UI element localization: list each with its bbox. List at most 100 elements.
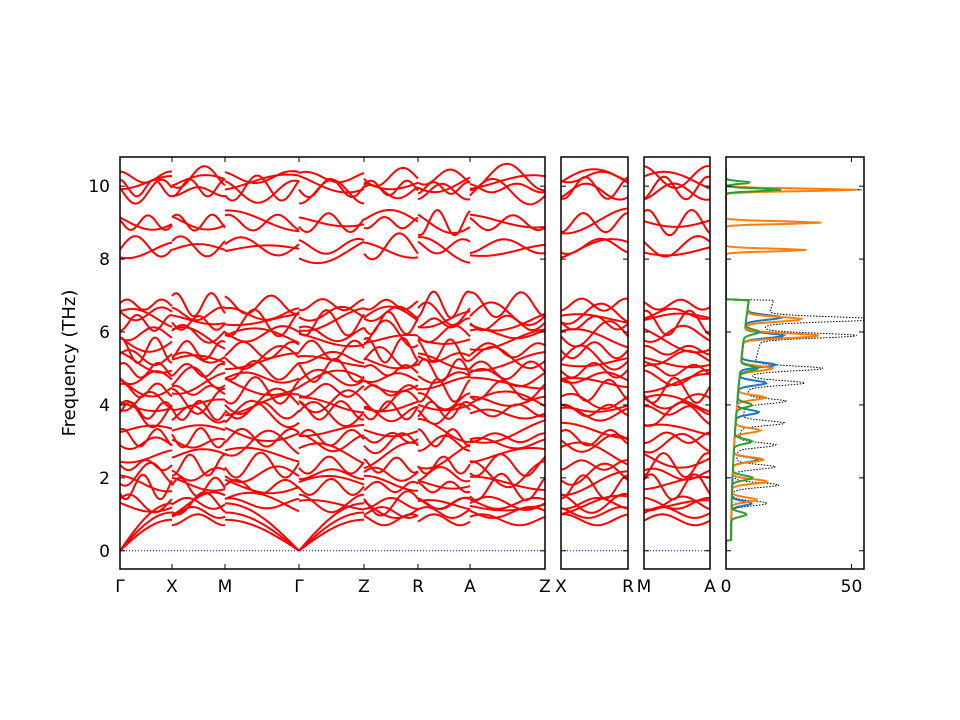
band-line: [469, 513, 545, 527]
band-line: [644, 476, 710, 491]
band-line: [363, 456, 419, 474]
band-line: [120, 382, 173, 399]
band-line: [224, 426, 300, 443]
band-line: [363, 364, 419, 377]
band-line: [224, 294, 300, 315]
band-line: [224, 465, 300, 484]
band-line: [120, 401, 173, 412]
y-tick-label: 6: [99, 323, 110, 343]
band-line: [171, 314, 226, 331]
band-line: [224, 377, 300, 397]
band-line: [644, 376, 710, 404]
band-line: [224, 446, 300, 463]
band-line: [644, 298, 710, 311]
band-line: [363, 428, 419, 438]
x-tick-label: X: [555, 577, 567, 597]
band-line: [561, 357, 628, 368]
band-line: [298, 429, 365, 447]
band-line: [644, 404, 710, 416]
x-tick-label: 50: [841, 577, 863, 597]
band-line: [171, 339, 226, 361]
band-line: [469, 328, 545, 351]
band-line: [120, 361, 173, 379]
band-line: [363, 298, 419, 311]
band-line: [171, 215, 226, 231]
band-line: [224, 325, 300, 343]
band-line: [120, 518, 172, 552]
band-line: [224, 511, 300, 552]
band-line: [417, 213, 471, 235]
band-line: [469, 182, 545, 194]
y-tick-label: 8: [99, 250, 110, 270]
band-line: [417, 236, 471, 264]
band-line: [224, 429, 300, 457]
band-line: [469, 213, 545, 229]
band-line: [171, 513, 225, 527]
band-line: [120, 298, 173, 311]
band-line: [469, 460, 545, 489]
band-line: [469, 342, 545, 359]
band-line: [561, 238, 628, 259]
band-line: [224, 451, 300, 479]
band-line: [298, 502, 365, 552]
band-line: [171, 491, 226, 516]
band-line: [417, 444, 471, 470]
band-line: [561, 361, 628, 379]
band-line: [469, 496, 545, 510]
band-line: [224, 478, 300, 495]
band-line: [417, 455, 471, 475]
band-line: [363, 474, 418, 492]
band-line: [120, 399, 173, 429]
band-line: [644, 368, 710, 387]
band-line: [644, 182, 710, 201]
band-line: [417, 434, 471, 452]
band-line: [469, 408, 545, 420]
band-line: [120, 461, 173, 487]
band-line: [224, 213, 300, 232]
x-tick-label: A: [464, 577, 476, 597]
band-line: [120, 307, 173, 328]
band-line: [171, 326, 226, 350]
band-line: [224, 236, 300, 257]
band-line: [225, 518, 300, 552]
band-line: [561, 207, 628, 235]
band-line: [120, 474, 173, 493]
band-line: [469, 312, 545, 332]
band-line: [120, 511, 173, 552]
band-line: [561, 176, 628, 200]
band-line: [120, 326, 173, 342]
band-line: [363, 379, 419, 393]
band-line: [171, 453, 226, 477]
band-line: [469, 301, 545, 327]
band-line: [363, 305, 419, 322]
band-line: [298, 434, 365, 453]
band-line: [298, 518, 364, 552]
band-line: [363, 336, 419, 364]
band-line: [224, 399, 300, 429]
panel-frame: [119, 156, 546, 570]
x-tick-label: M: [637, 577, 652, 597]
band-line: [298, 177, 365, 199]
band-line: [469, 403, 545, 418]
band-line: [561, 371, 628, 384]
band-lines: [644, 165, 710, 527]
band-line: [171, 404, 226, 424]
band-line: [224, 179, 300, 204]
band-line: [298, 493, 365, 514]
band-line: [171, 323, 226, 344]
band-line: [561, 297, 628, 312]
band-line: [171, 243, 226, 251]
band-line: [644, 393, 710, 410]
band-line: [120, 377, 173, 398]
band-line: [644, 467, 710, 481]
band-line: [469, 177, 545, 206]
band-line: [417, 238, 471, 255]
band-line: [417, 208, 471, 237]
band-line: [298, 212, 365, 234]
band-line: [644, 235, 710, 258]
band-line: [363, 513, 419, 527]
band-line: [469, 238, 545, 255]
band-line: [561, 513, 628, 527]
panel-frame: [560, 156, 629, 570]
